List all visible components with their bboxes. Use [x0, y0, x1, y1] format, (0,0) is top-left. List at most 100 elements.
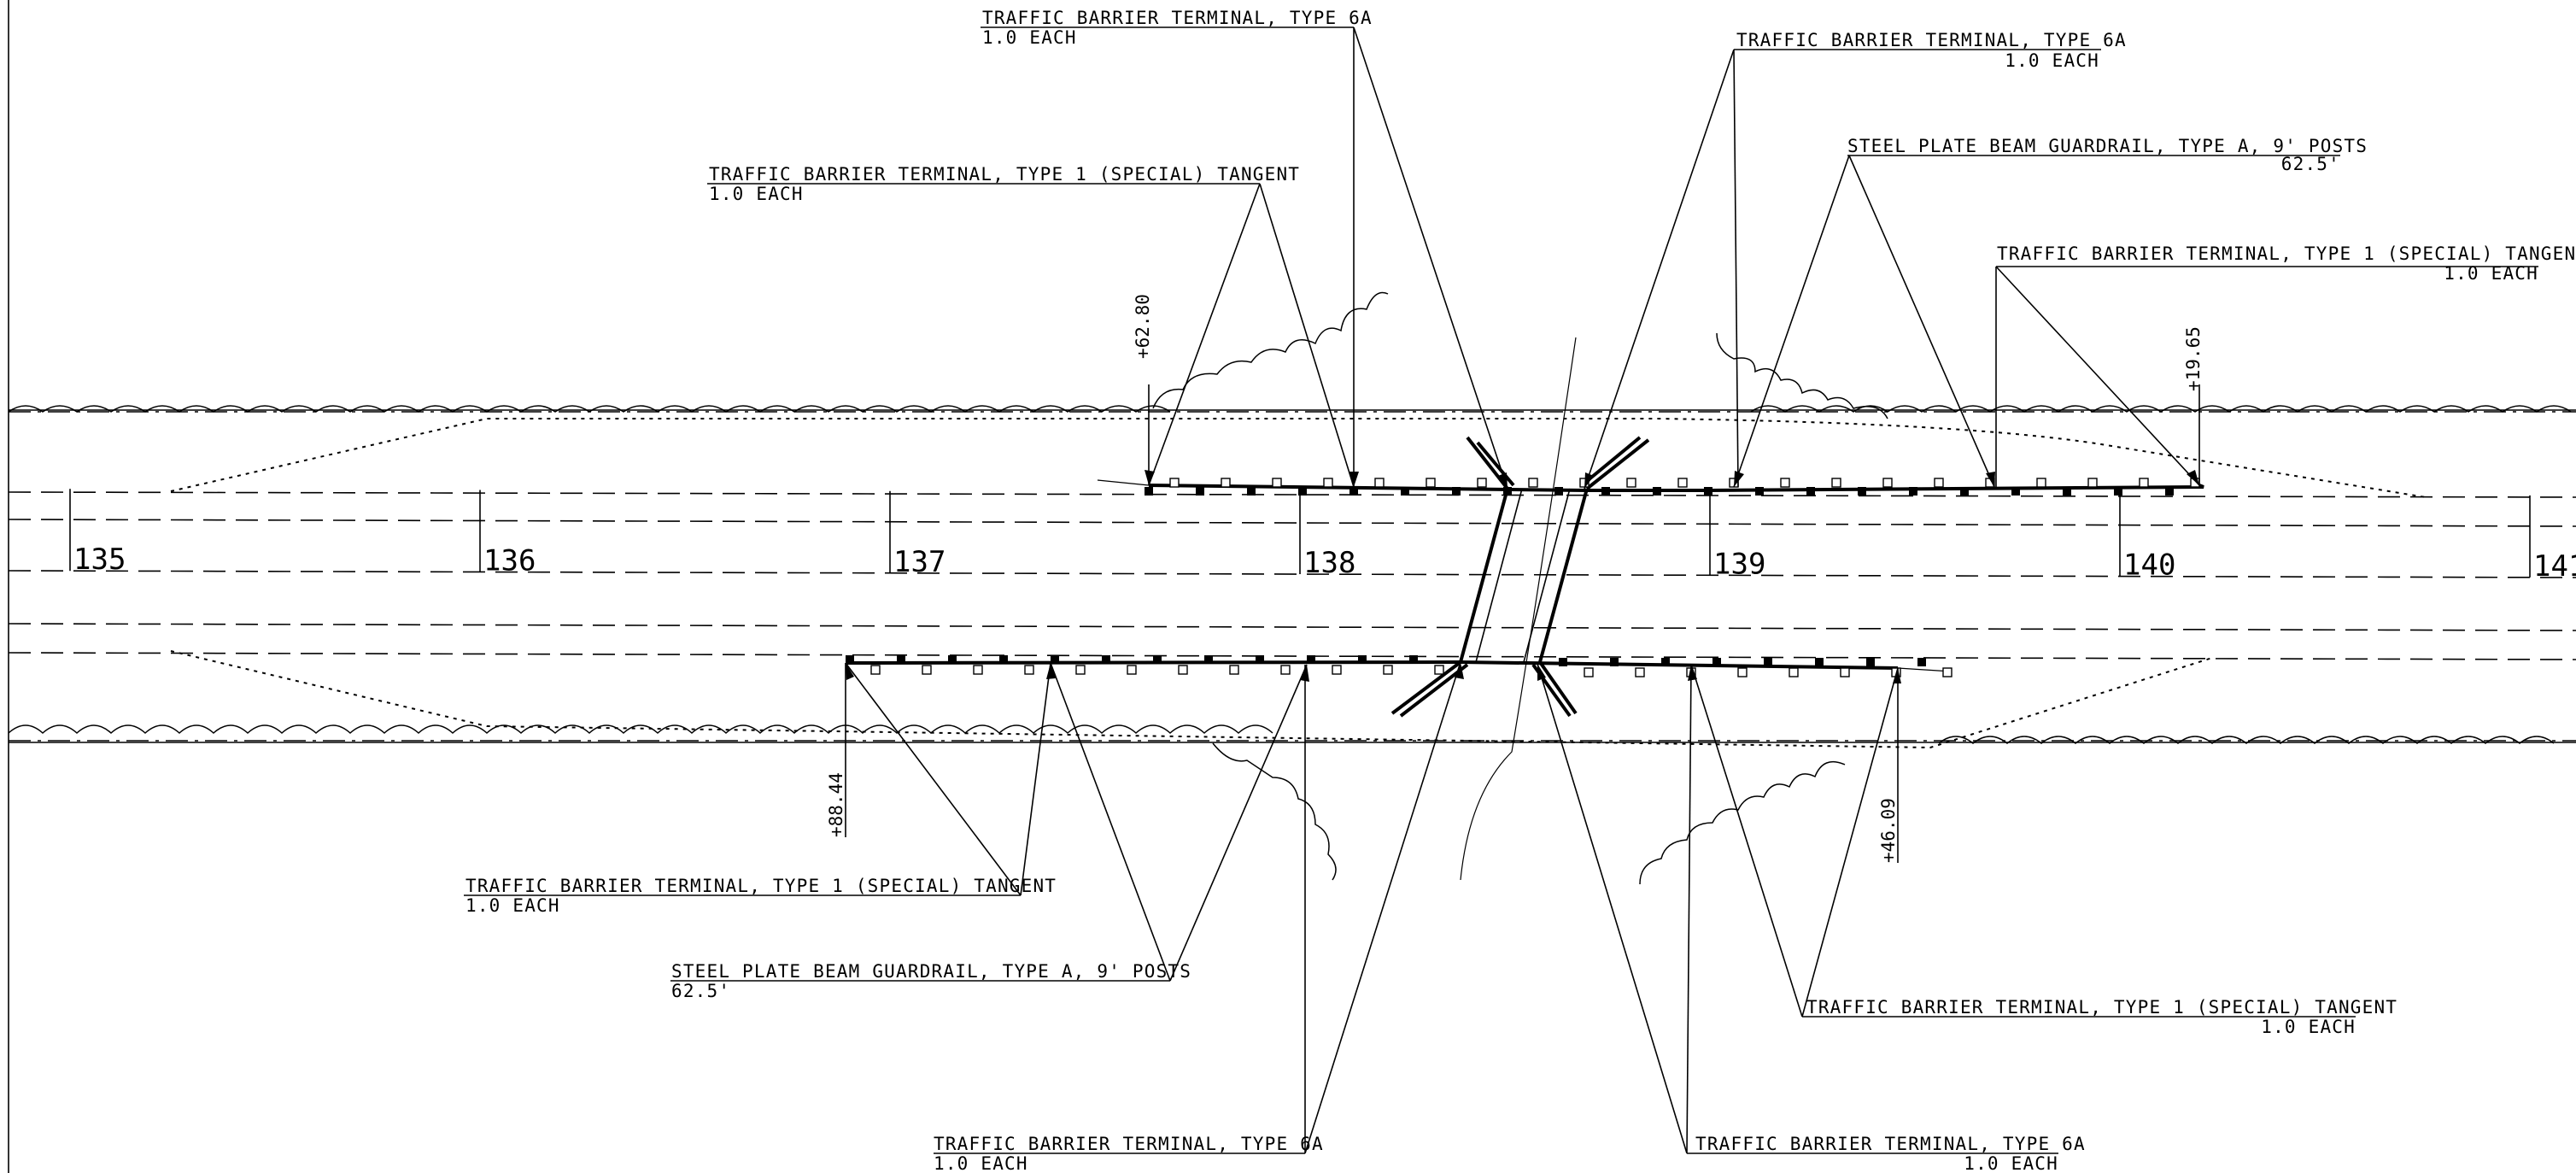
- tree-line-north: [8, 405, 1171, 413]
- callout-title: TRAFFIC BARRIER TERMINAL, TYPE 1 (SPECIA…: [1997, 243, 2576, 264]
- guardrail-post: [1374, 478, 1385, 488]
- guardrail-post: [1229, 665, 1239, 675]
- guardrail-post: [1780, 478, 1790, 488]
- guardrail-post: [2036, 478, 2046, 488]
- callout-qty: 1.0 EACH: [465, 895, 560, 916]
- guardrail-post: [1383, 665, 1393, 675]
- stream-line: [1460, 337, 1577, 881]
- callout-qty: 1.0 EACH: [934, 1153, 1028, 1173]
- callout-steel-plate-top: STEEL PLATE BEAM GUARDRAIL, TYPE A, 9' P…: [1847, 136, 2367, 174]
- guardrail-north-end: [1097, 479, 1150, 486]
- callout-qty: 1.0 EACH: [1964, 1153, 2058, 1173]
- guardrail-post: [1764, 658, 1772, 666]
- guardrail-post: [1554, 487, 1563, 496]
- guardrail-post: [897, 655, 905, 664]
- guardrail-post: [1178, 665, 1188, 675]
- guardrail-post: [2114, 487, 2122, 496]
- callout-type1-top-right: TRAFFIC BARRIER TERMINAL, TYPE 1 (SPECIA…: [1997, 243, 2576, 284]
- guardrail-post: [1806, 487, 1815, 496]
- guardrail-post: [1661, 658, 1670, 666]
- callout-qty: 62.5': [2281, 154, 2340, 174]
- leader-arrowheads: [846, 470, 2199, 683]
- guardrail-post: [948, 655, 957, 664]
- guardrail-post: [1169, 478, 1180, 488]
- guardrail-post: [1332, 665, 1342, 675]
- guardrail-post: [1934, 478, 1944, 488]
- tree-line-south-2: [1938, 736, 2555, 744]
- callout-title: TRAFFIC BARRIER TERMINAL, TYPE 6A: [934, 1134, 1324, 1154]
- guardrail-post: [1917, 658, 1926, 666]
- guardrail-post: [1653, 487, 1661, 496]
- guardrail-posts: [846, 478, 2200, 677]
- callout-6a-bottom-left: TRAFFIC BARRIER TERMINAL, TYPE 6A 1.0 EA…: [934, 1134, 1324, 1173]
- callout-qty: 62.5': [671, 981, 730, 1001]
- guardrail-post: [1307, 655, 1315, 664]
- guardrail-post: [1102, 655, 1110, 664]
- guardrail-post: [973, 665, 983, 675]
- callout-title: TRAFFIC BARRIER TERMINAL, TYPE 1 (SPECIA…: [1806, 997, 2397, 1018]
- guardrail-post: [1635, 667, 1645, 677]
- guardrail-post: [1866, 658, 1875, 666]
- guardrail-post: [1789, 667, 1799, 677]
- guardrail-post: [2011, 487, 2020, 496]
- callout-qty: 1.0 EACH: [982, 27, 1077, 48]
- guardrail-post: [1704, 487, 1712, 496]
- guardrail-post: [1755, 487, 1764, 496]
- station-label: 139: [1713, 547, 1765, 581]
- guardrail-post: [1196, 487, 1204, 496]
- lane-line-3: [8, 623, 2576, 631]
- callout-title: TRAFFIC BARRIER TERMINAL, TYPE 1 (SPECIA…: [709, 164, 1300, 185]
- tree-cluster-south-1: [1212, 742, 1337, 881]
- tree-cluster-south-2: [1639, 761, 1846, 885]
- guardrail-post: [1434, 665, 1444, 675]
- guardrail-post: [1145, 487, 1153, 496]
- guardrail-post: [1349, 487, 1358, 496]
- callout-title: TRAFFIC BARRIER TERMINAL, TYPE 6A: [1695, 1134, 2086, 1154]
- offset-label: +19.65: [2183, 326, 2204, 391]
- guardrail-post: [1221, 478, 1231, 488]
- lane-line-1: [8, 491, 2576, 498]
- guardrail-post: [1323, 478, 1333, 488]
- callout-steel-plate-bottom: STEEL PLATE BEAM GUARDRAIL, TYPE A, 9' P…: [671, 961, 1191, 1001]
- callout-type1-bottom-right: TRAFFIC BARRIER TERMINAL, TYPE 1 (SPECIA…: [1806, 997, 2397, 1037]
- guardrail-post: [1601, 487, 1610, 496]
- callout-title: TRAFFIC BARRIER TERMINAL, TYPE 6A: [982, 8, 1373, 28]
- callout-6a-bottom-right: TRAFFIC BARRIER TERMINAL, TYPE 6A 1.0 EA…: [1695, 1134, 2086, 1173]
- clear-zone-south: [170, 650, 2213, 749]
- offset-label: +46.09: [1878, 798, 1899, 863]
- guardrail-post: [846, 655, 854, 664]
- callout-type1-bottom-left: TRAFFIC BARRIER TERMINAL, TYPE 1 (SPECIA…: [465, 876, 1056, 916]
- callout-qty: 1.0 EACH: [2005, 50, 2099, 71]
- tree-cluster-north-1: [1152, 291, 1389, 409]
- guardrail-post: [1477, 478, 1487, 488]
- station-label: 135: [73, 543, 126, 577]
- station-label: 137: [893, 545, 946, 579]
- callout-qty: 1.0 EACH: [2444, 263, 2538, 284]
- guardrail-post: [1677, 478, 1688, 488]
- guardrail-post: [1831, 478, 1841, 488]
- guardrail-post: [1610, 658, 1619, 666]
- guardrail-post: [1882, 478, 1893, 488]
- guardrail-post: [1960, 487, 1969, 496]
- guardrail-post: [1858, 487, 1866, 496]
- callout-qty: 1.0 EACH: [2261, 1017, 2356, 1037]
- lane-line-4: [8, 652, 2576, 660]
- guardrail-post: [1815, 658, 1824, 666]
- callout-title: TRAFFIC BARRIER TERMINAL, TYPE 6A: [1736, 30, 2127, 50]
- guardrail-post: [1075, 665, 1086, 675]
- guardrail-post: [1247, 487, 1256, 496]
- lane-line-2: [8, 519, 2576, 527]
- callout-6a-top-right: TRAFFIC BARRIER TERMINAL, TYPE 6A 1.0 EA…: [1736, 30, 2127, 71]
- leader-lines: [845, 26, 2200, 1154]
- guardrail-post: [999, 655, 1008, 664]
- offset-label: +62.80: [1133, 294, 1153, 359]
- station-label: 141: [2533, 549, 2576, 584]
- guardrail-post: [1942, 667, 1952, 677]
- guardrail-post: [2165, 487, 2174, 496]
- tree-line-south: [8, 724, 1273, 735]
- callout-6a-top-left: TRAFFIC BARRIER TERMINAL, TYPE 6A 1.0 EA…: [982, 8, 1373, 48]
- guardrail-post: [1272, 478, 1282, 488]
- guardrail-post: [1409, 655, 1418, 664]
- guardrail-post: [2063, 487, 2071, 496]
- guardrail-post: [1737, 667, 1748, 677]
